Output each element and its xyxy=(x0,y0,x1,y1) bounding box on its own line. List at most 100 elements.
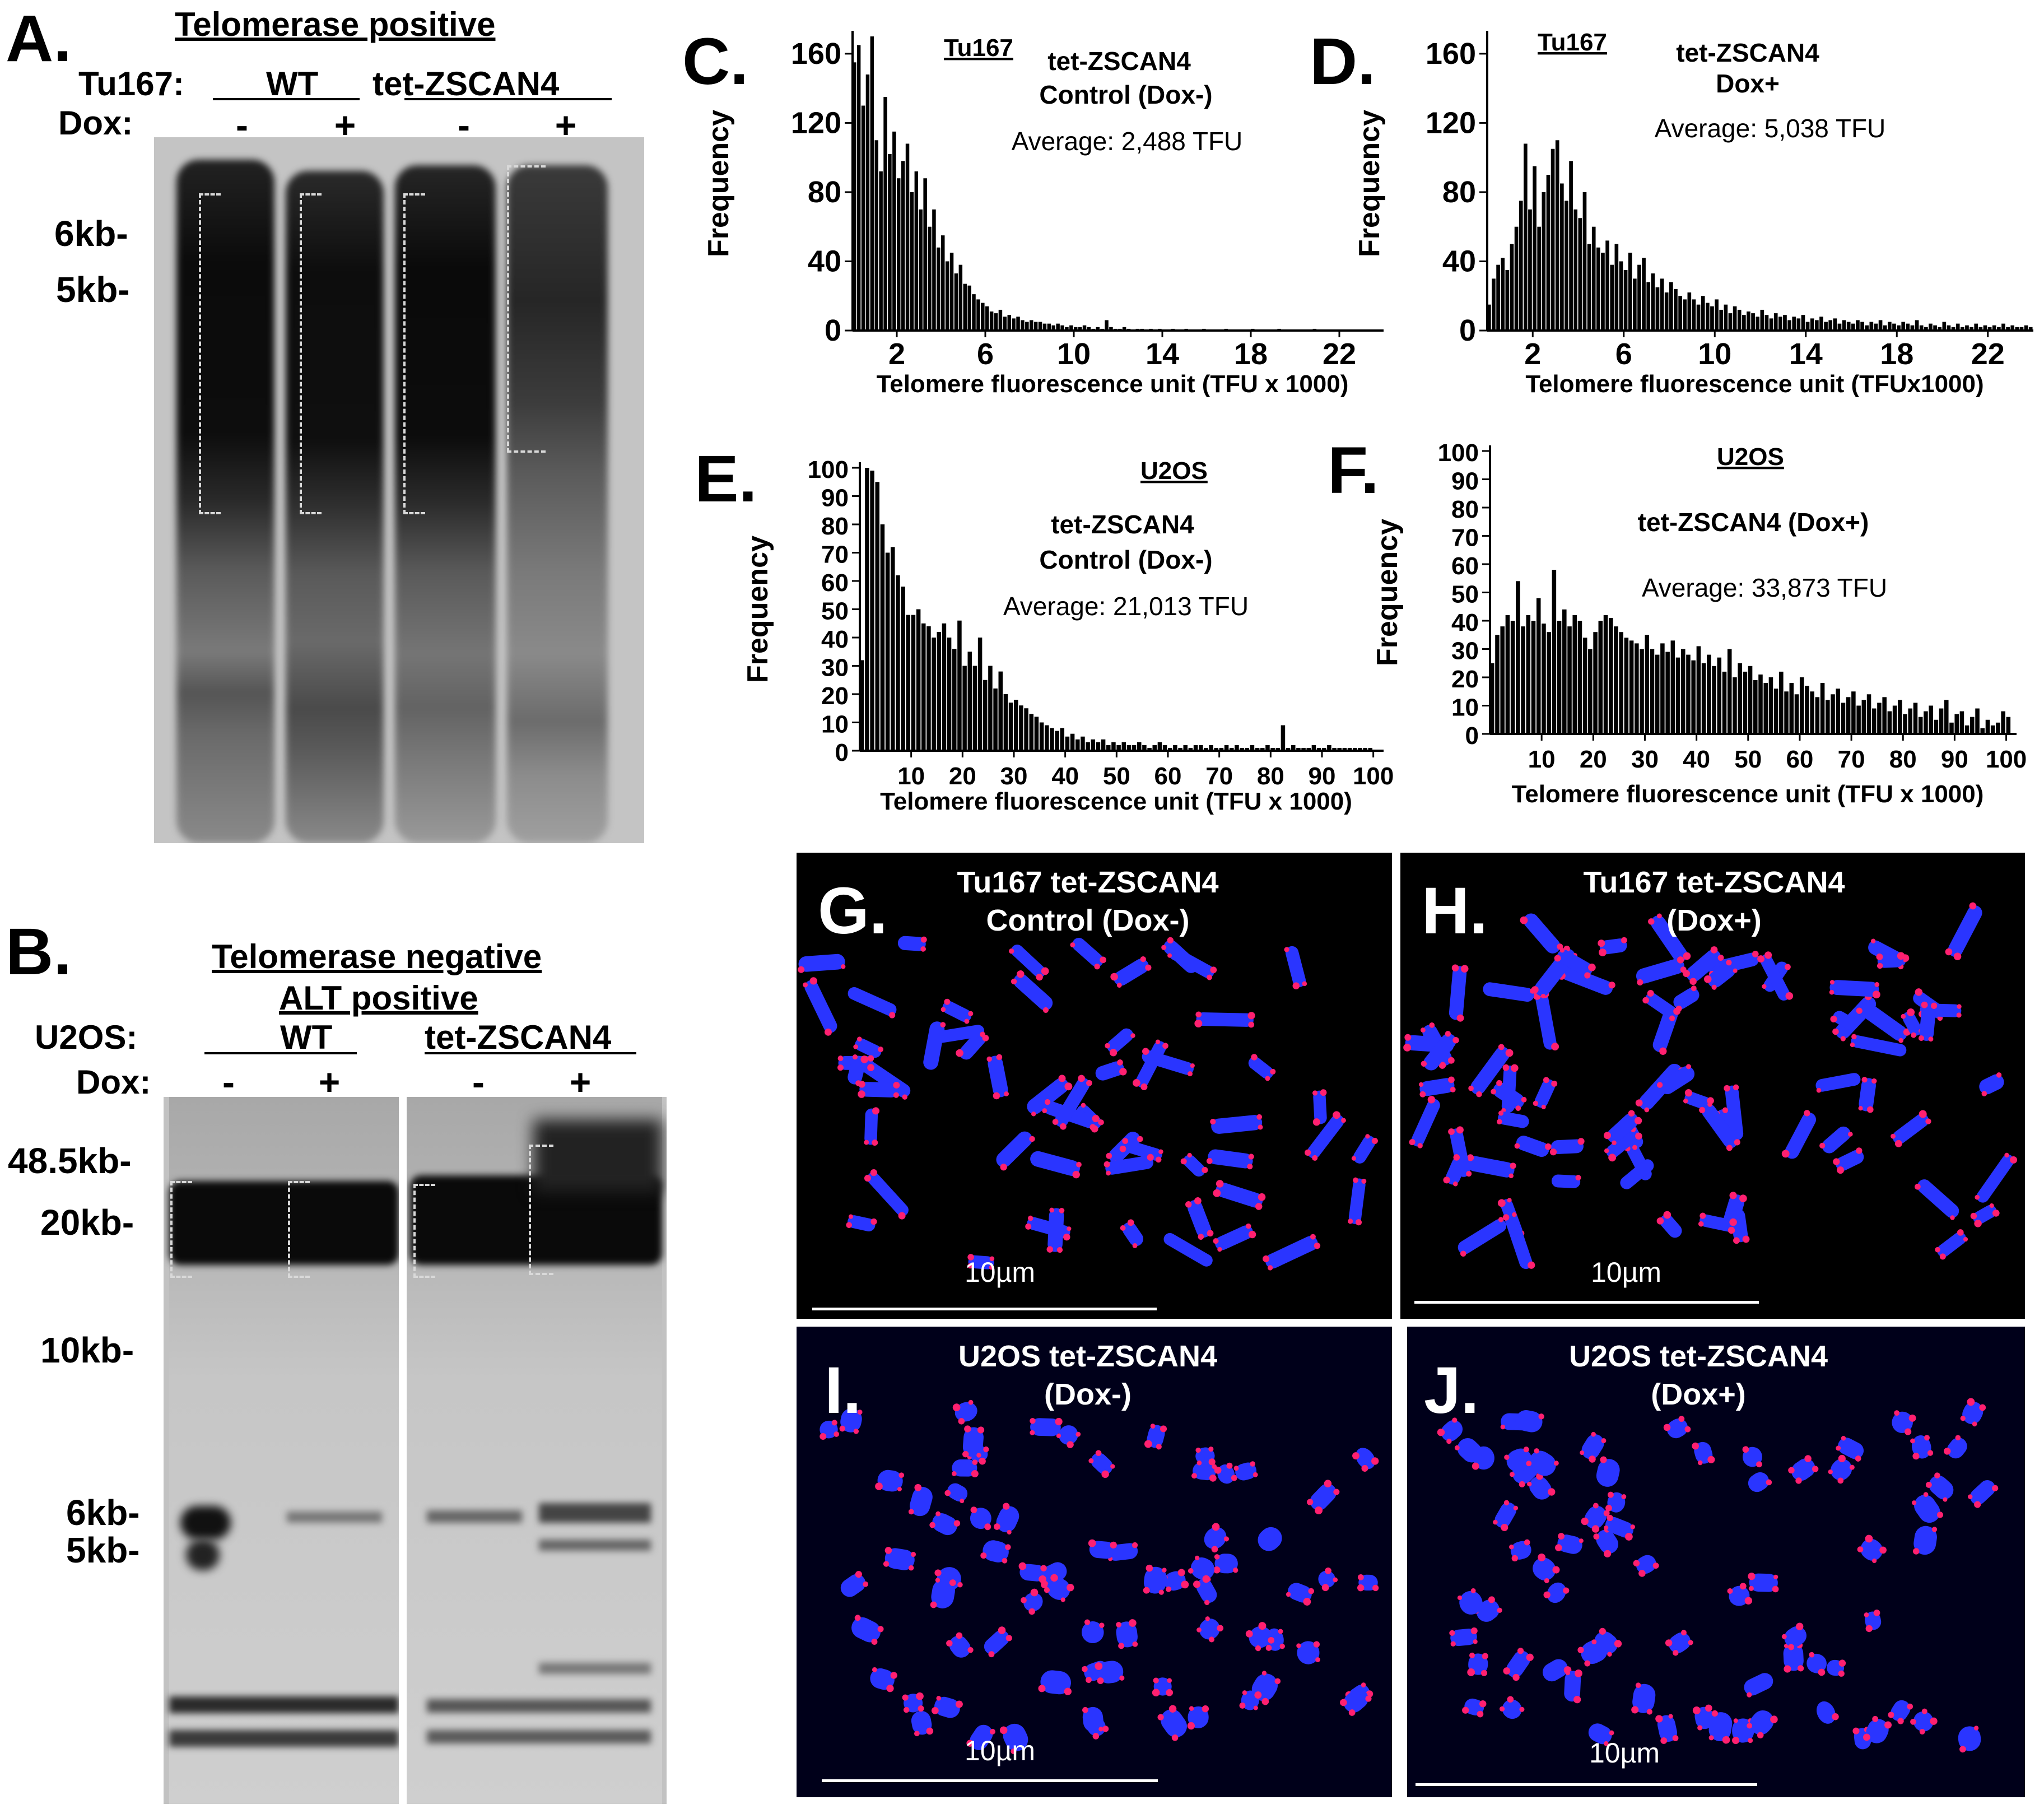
panel-a-dox-3: - xyxy=(458,104,470,146)
histogram-bar xyxy=(1874,323,1878,331)
histogram-bar xyxy=(1696,646,1701,734)
histogram-bar xyxy=(983,680,988,751)
histogram-bar xyxy=(1751,313,1755,331)
chromosome xyxy=(1284,946,1307,989)
histogram-bar xyxy=(1861,700,1866,734)
chromosome xyxy=(946,1632,974,1658)
chromosome xyxy=(1191,1462,1217,1482)
histogram-bar xyxy=(1030,320,1033,331)
histogram-bar xyxy=(1738,663,1742,734)
histogram-bar xyxy=(1742,315,1746,331)
x-tick-label: 2 xyxy=(1524,337,1541,371)
x-tick-label: 80 xyxy=(1257,762,1284,790)
histogram-bar xyxy=(1959,711,1964,734)
histogram-bar xyxy=(1978,327,1983,331)
histogram-bar xyxy=(1888,322,1892,331)
histogram-bar xyxy=(1542,192,1546,331)
histogram-bar xyxy=(897,178,901,331)
x-tick-label: 22 xyxy=(1323,337,1356,371)
panel-b-dox-label: Dox: xyxy=(76,1063,151,1101)
histogram-bar xyxy=(1235,745,1239,751)
x-axis-label: Telomere fluorescence unit (TFUx1000) xyxy=(1525,370,1984,398)
chromosome xyxy=(1011,970,1053,1013)
chromosome xyxy=(1021,1588,1043,1615)
histogram-bar xyxy=(1536,598,1541,734)
histogram-0 xyxy=(845,31,1384,337)
chromosome xyxy=(1692,1704,1714,1731)
x-tick-label: 60 xyxy=(1786,746,1813,773)
histogram-bar xyxy=(967,285,971,331)
x-tick-label: 18 xyxy=(1234,337,1268,371)
chromosome xyxy=(1588,1723,1614,1746)
chromosome xyxy=(1152,1677,1174,1697)
x-tick-label: 50 xyxy=(1103,762,1130,790)
y-tick-label: 50 xyxy=(821,598,849,625)
chromosome xyxy=(940,998,974,1024)
chromosome xyxy=(1555,1533,1584,1554)
panel-b-gel xyxy=(164,1097,667,1804)
chromosome xyxy=(1213,1223,1256,1252)
chromosome xyxy=(1642,989,1681,1021)
histogram-bar xyxy=(1240,747,1244,751)
panel-a-marker-5kb: 5kb- xyxy=(56,269,130,310)
histogram-bar xyxy=(937,631,942,751)
chromosome xyxy=(1258,1527,1282,1551)
chromosome xyxy=(1526,1448,1559,1476)
histogram-bar xyxy=(972,294,976,331)
chromosome xyxy=(1056,1425,1081,1448)
chromosome xyxy=(1466,1154,1516,1179)
chromosome xyxy=(923,1021,946,1070)
chromosome xyxy=(1549,1138,1585,1156)
histogram-bar xyxy=(1810,691,1814,734)
histogram-bar xyxy=(1496,264,1500,331)
chromosome xyxy=(1816,1701,1839,1724)
chromosome xyxy=(1636,956,1687,986)
chromosome xyxy=(1116,1619,1138,1649)
histogram-bar xyxy=(1964,725,1969,734)
y-tick-label: 70 xyxy=(821,541,849,569)
histogram-bar xyxy=(2001,323,2005,331)
x-tick-label: 70 xyxy=(1838,746,1865,773)
histogram-title-2: Control (Dox-) xyxy=(1039,80,1212,109)
panel-a-row-label: Tu167: xyxy=(78,65,184,103)
chromosome xyxy=(846,1214,877,1232)
y-tick-label: 100 xyxy=(1438,439,1479,467)
histogram-bar xyxy=(1091,739,1096,751)
histogram-bar xyxy=(1347,747,1352,751)
micrograph-h-line-2: (Dox+) xyxy=(1666,903,1762,937)
histogram-bar xyxy=(1792,317,1796,331)
micrograph-j-scale-bar xyxy=(1416,1783,1757,1786)
histogram-bar xyxy=(1828,320,1833,331)
histogram-bar xyxy=(1050,728,1054,751)
chromosome xyxy=(798,954,846,973)
histogram-bar xyxy=(1947,325,1951,331)
micrograph-h-line-1: Tu167 tet-ZSCAN4 xyxy=(1583,866,1845,899)
chromosome xyxy=(1312,1089,1327,1126)
histogram-title-1: tet-ZSCAN4 (Dox+) xyxy=(1638,508,1869,537)
x-tick-label: 10 xyxy=(1698,337,1731,371)
histogram-bar xyxy=(1934,719,1939,734)
chromosome xyxy=(1605,1491,1627,1513)
histogram-bar xyxy=(865,74,870,331)
micrograph-g-scale-bar xyxy=(812,1308,1157,1310)
histogram-bar xyxy=(1526,615,1531,734)
histogram-bar xyxy=(1551,148,1555,331)
histogram-bar xyxy=(2001,711,2005,734)
histogram-bar xyxy=(861,105,865,331)
histogram-bar xyxy=(1975,708,1980,734)
histogram-bar xyxy=(1296,747,1301,751)
histogram-bar xyxy=(1687,292,1692,331)
micrograph-i-line-1: U2OS tet-ZSCAN4 xyxy=(958,1340,1218,1373)
gel-bracket xyxy=(170,1181,192,1278)
histogram-bar xyxy=(1007,315,1011,331)
y-axis-label: Frequency xyxy=(1353,110,1386,257)
histogram-bar xyxy=(888,154,892,331)
histogram-bar xyxy=(1567,626,1572,734)
histogram-bar xyxy=(1173,745,1177,751)
histogram-bar xyxy=(1593,632,1598,734)
panel-b-marker-20kb: 20kb- xyxy=(40,1202,134,1243)
histogram-bar xyxy=(1837,323,1842,331)
histogram-bar xyxy=(1737,309,1742,331)
chromosome xyxy=(1730,1208,1750,1244)
chromosome xyxy=(1781,1110,1817,1159)
